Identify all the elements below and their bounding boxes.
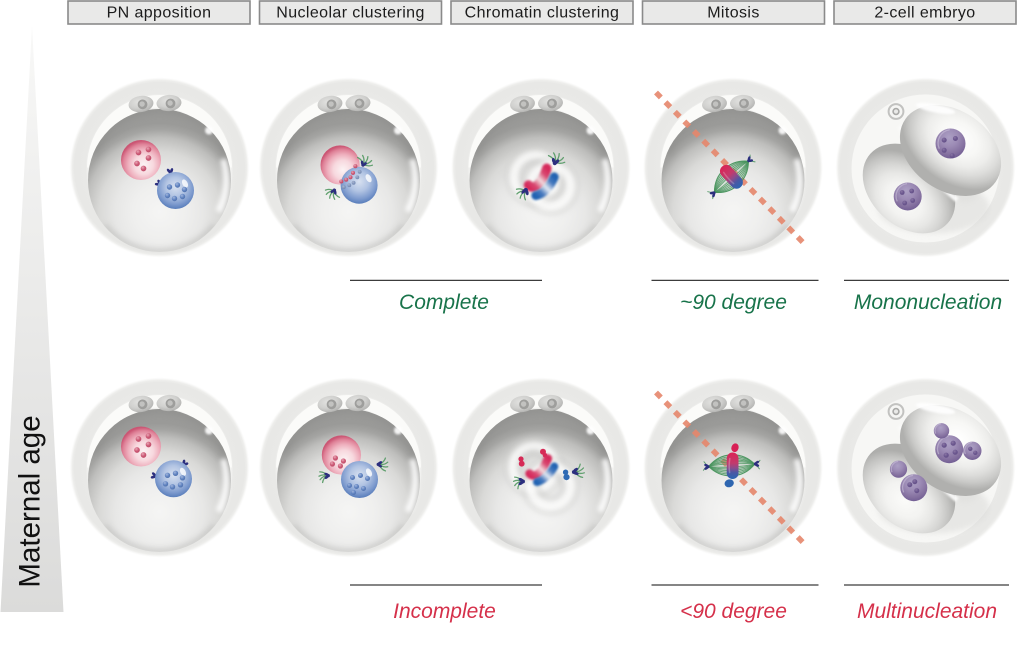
svg-text:Mitosis: Mitosis — [707, 5, 760, 22]
svg-text:Multinucleation: Multinucleation — [857, 600, 997, 623]
svg-text:<90 degree: <90 degree — [680, 600, 787, 623]
svg-text:Maternal age: Maternal age — [14, 415, 47, 587]
svg-text:Complete: Complete — [399, 291, 489, 314]
svg-text:Chromatin clustering: Chromatin clustering — [465, 5, 620, 22]
svg-text:PN apposition: PN apposition — [107, 5, 212, 22]
svg-text:Nucleolar clustering: Nucleolar clustering — [276, 5, 425, 22]
svg-text:Mononucleation: Mononucleation — [854, 291, 1002, 314]
svg-text:~90 degree: ~90 degree — [680, 291, 787, 314]
svg-text:2-cell embryo: 2-cell embryo — [874, 5, 975, 22]
svg-text:Incomplete: Incomplete — [393, 600, 496, 623]
